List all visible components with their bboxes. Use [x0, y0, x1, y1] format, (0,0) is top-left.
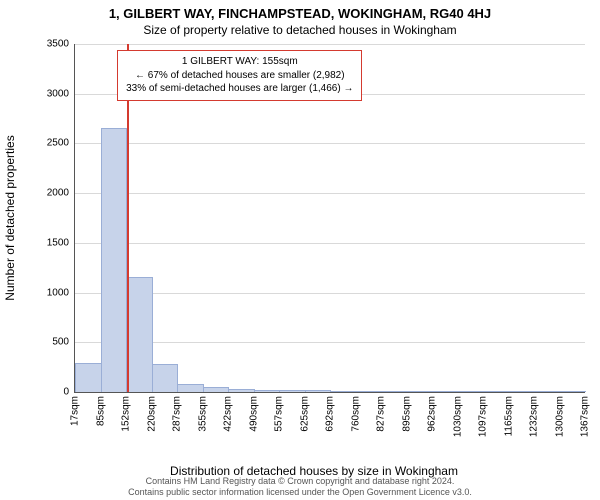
histogram-bar: [152, 364, 179, 392]
x-tick-label: 1030sqm: [452, 392, 463, 437]
callout-title: 1 GILBERT WAY: 155sqm: [126, 55, 353, 69]
x-tick-label: 1367sqm: [580, 392, 591, 437]
grid-line: [75, 193, 585, 194]
x-tick-label: 1165sqm: [503, 392, 514, 436]
callout-line: 33% of semi-detached houses are larger (…: [126, 82, 353, 96]
y-tick-label: 1500: [47, 237, 75, 248]
x-tick-label: 422sqm: [223, 392, 234, 432]
x-tick-label: 1097sqm: [478, 392, 489, 437]
x-tick-label: 895sqm: [401, 392, 412, 432]
y-tick-label: 2500: [47, 138, 75, 149]
footer-line: Contains public sector information licen…: [128, 487, 472, 497]
x-tick-label: 760sqm: [350, 392, 361, 432]
histogram-bar: [75, 363, 102, 392]
x-tick-label: 557sqm: [274, 392, 285, 432]
x-tick-label: 1300sqm: [554, 392, 565, 437]
y-tick-label: 3000: [47, 88, 75, 99]
callout-line: ← 67% of detached houses are smaller (2,…: [126, 69, 353, 83]
x-tick-label: 692sqm: [325, 392, 336, 432]
x-tick-label: 85sqm: [95, 392, 106, 426]
x-tick-label: 490sqm: [248, 392, 259, 432]
y-tick-label: 500: [52, 337, 75, 348]
x-tick-label: 17sqm: [70, 392, 81, 426]
y-tick-label: 1000: [47, 287, 75, 298]
plot-region: 050010001500200025003000350017sqm85sqm15…: [74, 44, 585, 393]
x-tick-label: 1232sqm: [529, 392, 540, 437]
page-title: 1, GILBERT WAY, FINCHAMPSTEAD, WOKINGHAM…: [0, 0, 600, 21]
callout-box: 1 GILBERT WAY: 155sqm← 67% of detached h…: [117, 50, 362, 101]
grid-line: [75, 44, 585, 45]
y-tick-label: 2000: [47, 188, 75, 199]
y-axis-label: Number of detached properties: [3, 135, 17, 300]
histogram-bar: [101, 128, 128, 392]
chart-container: 1, GILBERT WAY, FINCHAMPSTEAD, WOKINGHAM…: [0, 0, 600, 500]
x-tick-label: 962sqm: [427, 392, 438, 432]
histogram-bar: [126, 277, 153, 392]
footer-attribution: Contains HM Land Registry data © Crown c…: [0, 476, 600, 499]
page-subtitle: Size of property relative to detached ho…: [0, 21, 600, 37]
x-tick-label: 827sqm: [376, 392, 387, 432]
y-tick-label: 3500: [47, 39, 75, 50]
x-tick-label: 152sqm: [121, 392, 132, 432]
grid-line: [75, 143, 585, 144]
x-tick-label: 220sqm: [146, 392, 157, 432]
grid-line: [75, 243, 585, 244]
x-tick-label: 287sqm: [172, 392, 183, 432]
x-tick-label: 355sqm: [197, 392, 208, 432]
footer-line: Contains HM Land Registry data © Crown c…: [146, 476, 455, 486]
histogram-bar: [177, 384, 204, 392]
x-tick-label: 625sqm: [299, 392, 310, 432]
chart-area: Number of detached properties 0500100015…: [44, 44, 584, 422]
